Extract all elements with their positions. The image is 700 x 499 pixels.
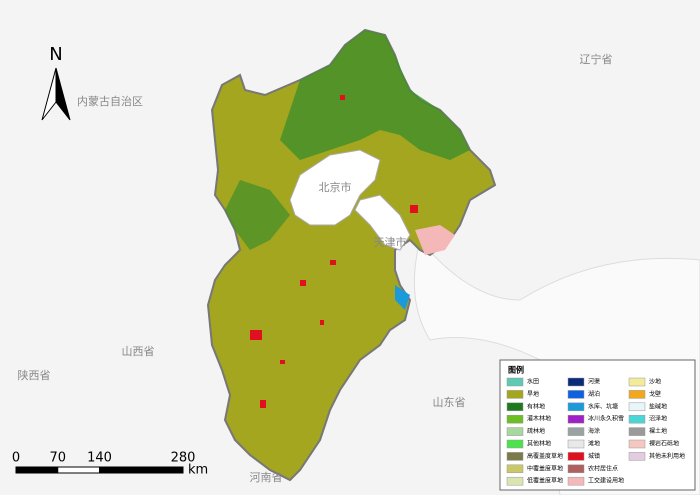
legend-label: 中覆盖度草地 <box>527 464 563 472</box>
legend-label: 其他未利用地 <box>649 452 685 460</box>
legend-swatch <box>567 427 585 436</box>
legend-label: 湖泊 <box>588 390 600 398</box>
legend-swatch <box>506 414 524 424</box>
legend-swatch <box>506 452 524 461</box>
legend-swatch <box>628 427 646 436</box>
place-label: 内蒙古自治区 <box>77 94 143 108</box>
place-label: 北京市 <box>319 180 352 194</box>
legend-label: 工交建设用地 <box>588 477 624 485</box>
legend-swatch <box>628 402 646 412</box>
legend-label: 疏林地 <box>527 427 545 435</box>
legend-swatch <box>506 464 524 474</box>
coast-construction <box>415 225 455 255</box>
scale-segment <box>99 466 184 474</box>
scale-segment <box>57 466 100 474</box>
legend-label: 河渠 <box>588 378 600 386</box>
legend-swatch <box>506 377 524 387</box>
legend-label: 水田 <box>527 378 539 386</box>
beijing-area <box>289 149 381 226</box>
scale-segment <box>15 466 59 474</box>
legend-label: 城镇 <box>588 452 600 460</box>
forest-region <box>225 180 290 250</box>
legend-label: 农村居住点 <box>588 464 618 472</box>
legend-label: 低覆盖度草地 <box>527 477 563 485</box>
legend-swatch <box>628 414 646 424</box>
towns <box>250 95 418 408</box>
legend-label: 滩地 <box>588 440 600 448</box>
legend-label: 裸土地 <box>649 427 667 435</box>
scale-label: 280 <box>171 451 196 466</box>
place-label: 陕西省 <box>18 368 51 382</box>
legend-label: 有林地 <box>527 402 545 410</box>
place-label: 天津市 <box>374 235 407 249</box>
scale-label: 140 <box>87 451 112 466</box>
legend-swatch <box>628 452 646 461</box>
legend-swatch <box>506 427 524 436</box>
scale-label: 70 <box>49 451 66 466</box>
scale-label: 0 <box>12 451 20 466</box>
legend-swatch <box>506 439 524 449</box>
legend-swatch <box>506 476 524 486</box>
legend-label: 盐碱地 <box>649 402 667 410</box>
legend-label: 高覆盖度草地 <box>527 452 563 460</box>
legend-swatch <box>567 439 585 449</box>
north-label: N <box>49 44 62 65</box>
legend-swatch <box>506 402 524 412</box>
legend-swatch <box>628 390 646 399</box>
legend-swatch <box>567 402 585 412</box>
legend-swatch <box>628 439 646 449</box>
legend-label: 旱地 <box>527 390 539 398</box>
legend-label: 冰川永久积雪 <box>588 415 624 423</box>
place-label: 辽宁省 <box>580 52 613 66</box>
legend-swatch <box>567 464 585 474</box>
place-label: 山东省 <box>433 396 466 409</box>
legend-swatch <box>628 377 646 387</box>
legend-label: 沼泽地 <box>649 415 667 423</box>
legend-label: 戈壁 <box>649 390 661 398</box>
legend-label: 裸岩石砾地 <box>649 440 679 448</box>
north-arrow <box>55 67 71 121</box>
legend-label: 灌木林地 <box>527 415 551 423</box>
legend-title: 图例 <box>508 365 524 375</box>
legend-swatch <box>567 476 585 486</box>
legend-swatch <box>567 390 585 399</box>
place-label: 河南省 <box>250 471 283 484</box>
legend-swatch <box>567 377 585 387</box>
scale-unit: km <box>188 463 208 478</box>
legend-swatch <box>506 390 524 399</box>
place-label: 山西省 <box>122 345 155 358</box>
legend-swatch <box>567 452 585 461</box>
tianjin-area <box>354 194 411 251</box>
legend-label: 水库、坑塘 <box>588 402 618 410</box>
legend-box <box>499 359 696 491</box>
legend-swatch <box>567 414 585 424</box>
legend-label: 海涂 <box>588 427 600 435</box>
reservoir <box>395 285 410 310</box>
forest-region <box>280 30 470 160</box>
legend-label: 沙地 <box>649 378 661 386</box>
legend-label: 其他林地 <box>527 440 551 448</box>
